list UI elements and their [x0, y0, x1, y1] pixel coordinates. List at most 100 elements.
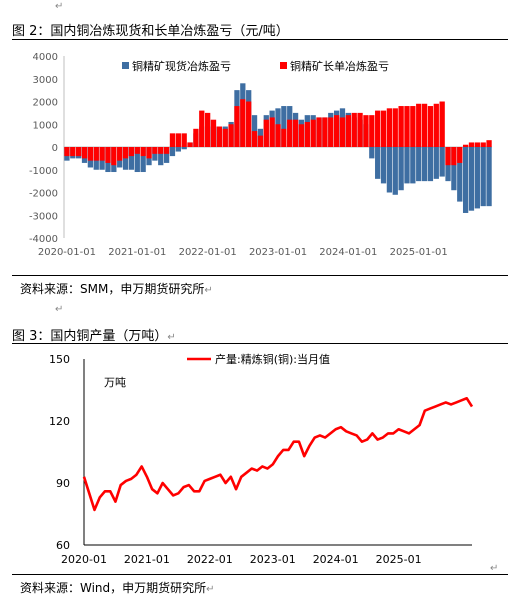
- contract-profit-bar: [146, 147, 152, 159]
- spot-profit-bar: [380, 147, 387, 184]
- spot-profit-bar: [140, 147, 146, 173]
- spot-profit-bar: [404, 147, 410, 184]
- contract-profit-bar: [480, 142, 486, 147]
- chart-legend: 产量:精炼铜(铜):当月值: [187, 352, 330, 366]
- x-tick-label: 2023-01: [250, 553, 296, 566]
- contract-profit-bar: [64, 147, 70, 157]
- contract-profit-bar: [281, 128, 287, 147]
- caption-rule: [12, 343, 508, 344]
- chart-bars: [64, 83, 492, 213]
- spot-profit-bar: [392, 147, 398, 195]
- spot-profit-bar: [468, 147, 475, 211]
- contract-profit-bar: [363, 115, 369, 147]
- contract-profit-bar: [375, 110, 381, 147]
- contract-profit-bar: [310, 119, 316, 147]
- contract-profit-bar: [193, 128, 199, 147]
- contract-profit-bar: [416, 103, 422, 147]
- contract-profit-bar: [76, 147, 82, 157]
- contract-profit-bar: [140, 147, 146, 157]
- legend-swatch: [280, 62, 287, 69]
- contract-profit-bar: [486, 140, 492, 147]
- x-tick-label: 2024-01: [313, 553, 359, 566]
- contract-profit-bar: [292, 119, 299, 147]
- spot-profit-bar: [134, 147, 140, 173]
- spot-profit-bar: [486, 147, 492, 207]
- contract-profit-bar: [205, 112, 211, 148]
- x-tick-label: 2023-01-01: [249, 247, 307, 258]
- smelting-profit-chart: 铜精矿现货冶炼盈亏 铜精矿长单冶炼盈亏 4000 3000 2000 1000 0 -100…: [29, 52, 492, 258]
- spot-profit-bar: [281, 106, 287, 147]
- x-tick-label: 2025-01: [376, 553, 422, 566]
- contract-profit-bar: [345, 115, 351, 147]
- contract-profit-bar: [240, 99, 246, 147]
- chart-legend: 铜精矿现货冶炼盈亏 铜精矿长单冶炼盈亏: [122, 59, 389, 73]
- y-tick-label: -1000: [29, 166, 58, 177]
- contract-profit-bar: [474, 142, 480, 147]
- paragraph-mark: ↵: [55, 1, 64, 12]
- contract-profit-bar: [99, 147, 105, 161]
- contract-profit-bar: [158, 147, 164, 154]
- contract-profit-bar: [457, 147, 463, 163]
- contract-profit-bar: [427, 106, 434, 147]
- spot-profit-bar: [251, 115, 258, 147]
- spot-profit-bar: [128, 147, 135, 170]
- contract-profit-bar: [304, 121, 310, 147]
- source-rule-top: [12, 275, 508, 276]
- contract-profit-bar: [269, 117, 275, 147]
- y-tick-label: 4000: [33, 52, 58, 63]
- contract-profit-bar: [210, 119, 217, 147]
- source-note: 资料来源：SMM，申万期货研究所↵: [20, 282, 213, 296]
- x-tick-label: 2022-01-01: [179, 247, 237, 258]
- paragraph-mark: ↵: [55, 304, 64, 315]
- contract-profit-bar: [111, 147, 117, 166]
- figure-caption: 图 3：国内铜产量（万吨）↵: [12, 329, 176, 344]
- spot-profit-bar: [457, 147, 463, 202]
- spot-profit-bar: [158, 147, 164, 166]
- contract-profit-bar: [175, 133, 181, 147]
- y-tick-label: 3000: [33, 75, 58, 86]
- x-tick-label: 2024-01-01: [319, 247, 377, 258]
- contract-profit-bar: [152, 147, 158, 154]
- spot-profit-bar: [439, 147, 445, 177]
- contract-profit-bar: [187, 142, 193, 147]
- y-tick-label: -4000: [29, 234, 58, 245]
- contract-profit-bar: [333, 115, 340, 147]
- x-tick-label: 2025-01-01: [390, 247, 448, 258]
- contract-profit-bar: [105, 147, 111, 163]
- legend-swatch: [122, 62, 129, 69]
- source-note: 资料来源：Wind，申万期货研究所↵: [20, 581, 215, 595]
- contract-profit-bar: [222, 128, 228, 147]
- spot-profit-bar: [433, 147, 439, 179]
- spot-profit-bar: [462, 147, 469, 213]
- x-tick-label: 2020-01: [61, 553, 107, 566]
- contract-profit-bar: [357, 112, 363, 148]
- legend-label: 铜精矿现货冶炼盈亏: [132, 59, 231, 73]
- spot-profit-bar: [427, 147, 434, 182]
- contract-profit-bar: [251, 131, 258, 147]
- figure-caption: 图 2：国内铜冶炼现货和长单冶炼盈亏（元/吨）: [12, 24, 289, 39]
- contract-profit-bar: [339, 117, 346, 147]
- legend-label: 产量:精炼铜(铜):当月值: [215, 352, 330, 366]
- contract-profit-bar: [439, 101, 445, 147]
- y-tick-label: 60: [56, 539, 70, 552]
- contract-profit-bar: [163, 147, 170, 154]
- spot-profit-bar: [163, 147, 170, 163]
- spot-profit-bar: [375, 147, 381, 179]
- x-tick-label: 2022-01: [187, 553, 233, 566]
- y-tick-label: 0: [52, 143, 58, 154]
- contract-profit-bar: [216, 126, 223, 147]
- spot-profit-bar: [480, 147, 486, 207]
- contract-profit-bar: [81, 147, 88, 159]
- x-tick-label: 2021-01: [124, 553, 170, 566]
- y-tick-label: -2000: [29, 189, 58, 200]
- spot-profit-bar: [386, 147, 393, 193]
- y-tick-label: 120: [49, 415, 70, 428]
- y-tick-label: 2000: [33, 98, 58, 109]
- legend-label: 铜精矿长单冶炼盈亏: [290, 59, 389, 73]
- contract-profit-bar: [328, 117, 334, 147]
- contract-profit-bar: [128, 147, 135, 157]
- spot-profit-bar: [181, 147, 187, 150]
- y-tick-label: 90: [56, 477, 70, 490]
- source-rule-top: [12, 574, 508, 575]
